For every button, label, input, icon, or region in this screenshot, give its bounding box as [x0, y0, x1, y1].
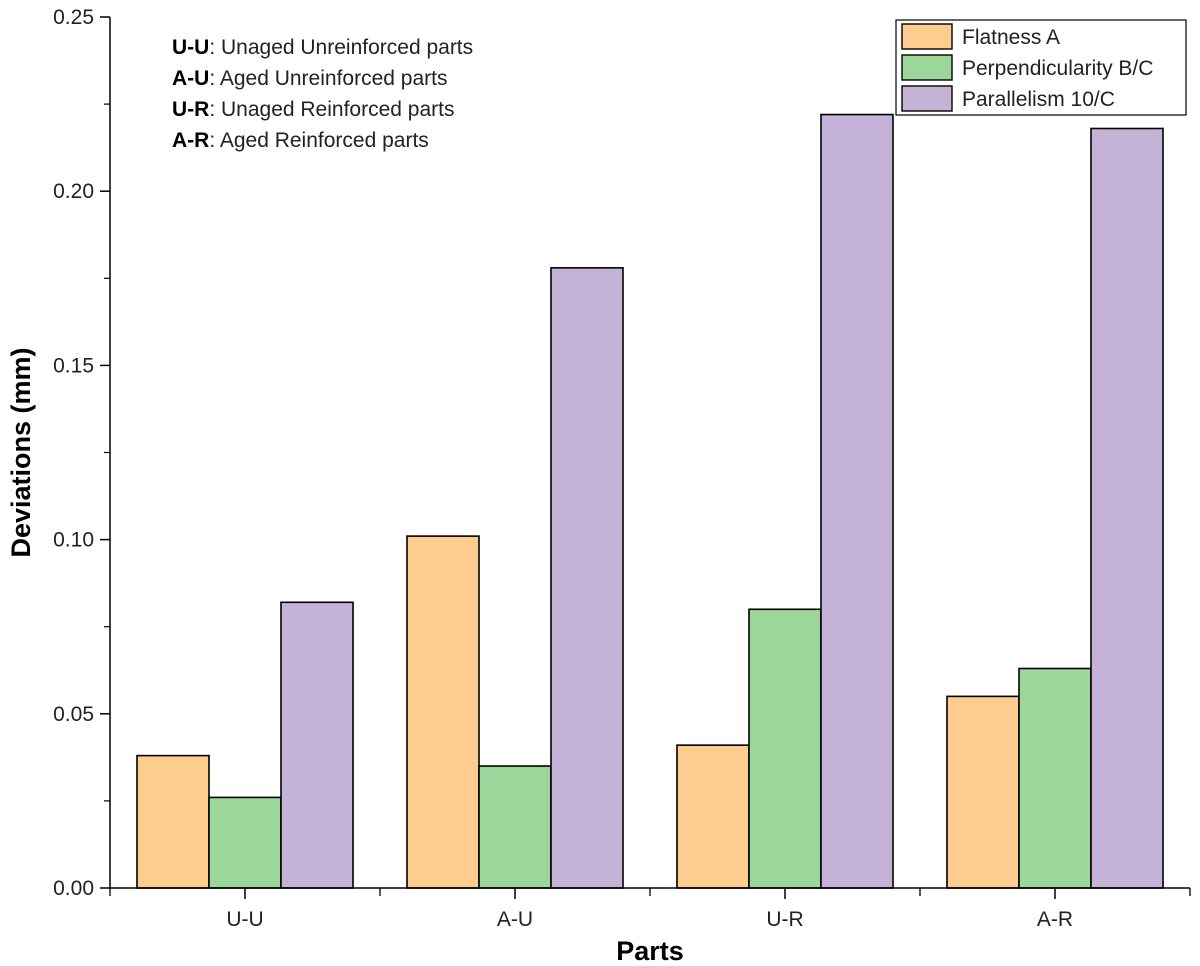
y-tick-label: 0.00	[53, 877, 94, 900]
legend: Flatness A Perpendicularity B/C Parallelis…	[895, 19, 1187, 116]
x-tick-label: A-R	[1037, 908, 1073, 931]
legend-label: Parallelism 10/C	[962, 88, 1115, 111]
bar-U-U-series-0	[136, 754, 210, 889]
annotation-key: U-R	[172, 98, 209, 121]
legend-swatch	[901, 85, 953, 112]
bar-A-U-series-1	[478, 765, 552, 889]
annotation-line: A-R: Aged Reinforced parts	[172, 129, 429, 152]
x-axis-title: Parts	[616, 936, 684, 966]
legend-swatch	[901, 23, 953, 50]
bar-A-R-series-2	[1090, 127, 1164, 889]
bars-layer	[136, 113, 1164, 889]
annotation-desc: : Aged Unreinforced parts	[209, 67, 447, 90]
bar-U-U-series-2	[280, 601, 354, 889]
annotation-desc: : Unaged Reinforced parts	[209, 98, 454, 121]
annotation-key: A-U	[172, 67, 209, 90]
bar-A-U-series-0	[406, 535, 480, 889]
bar-U-U-series-1	[208, 796, 282, 889]
bar-A-R-series-1	[1018, 667, 1092, 889]
axes-layer: 0.00 0.05 0.10 0.15 0.20 0.25 U-U A-U U-R A-R	[53, 6, 1191, 931]
y-tick-label: 0.15	[53, 354, 94, 377]
y-tick-label: 0.05	[53, 703, 94, 726]
annotation-desc: : Unaged Unreinforced parts	[209, 36, 473, 59]
bar-A-R-series-0	[946, 695, 1020, 889]
x-tick-label: U-U	[226, 908, 263, 931]
bar-U-R-series-2	[820, 113, 894, 889]
annotation-line: U-U: Unaged Unreinforced parts	[172, 36, 473, 59]
y-tick-label: 0.20	[53, 180, 94, 203]
y-tick-label: 0.25	[53, 6, 94, 29]
y-tick-label: 0.10	[53, 529, 94, 552]
annotation-line: A-U: Aged Unreinforced parts	[172, 67, 447, 90]
bar-U-R-series-1	[748, 608, 822, 889]
y-axis-title: Deviations (mm)	[6, 347, 36, 557]
legend-label: Flatness A	[962, 26, 1060, 49]
x-tick-label: A-U	[497, 908, 533, 931]
annotation-desc: : Aged Reinforced parts	[209, 129, 428, 152]
legend-label: Perpendicularity B/C	[962, 57, 1153, 80]
x-tick-label: U-R	[766, 908, 803, 931]
bar-A-U-series-2	[550, 267, 624, 889]
annotation-key: U-U	[172, 36, 209, 59]
bar-U-R-series-0	[676, 744, 750, 889]
annotation-line: U-R: Unaged Reinforced parts	[172, 98, 454, 121]
annotation-key: A-R	[172, 129, 209, 152]
legend-swatch	[901, 54, 953, 81]
